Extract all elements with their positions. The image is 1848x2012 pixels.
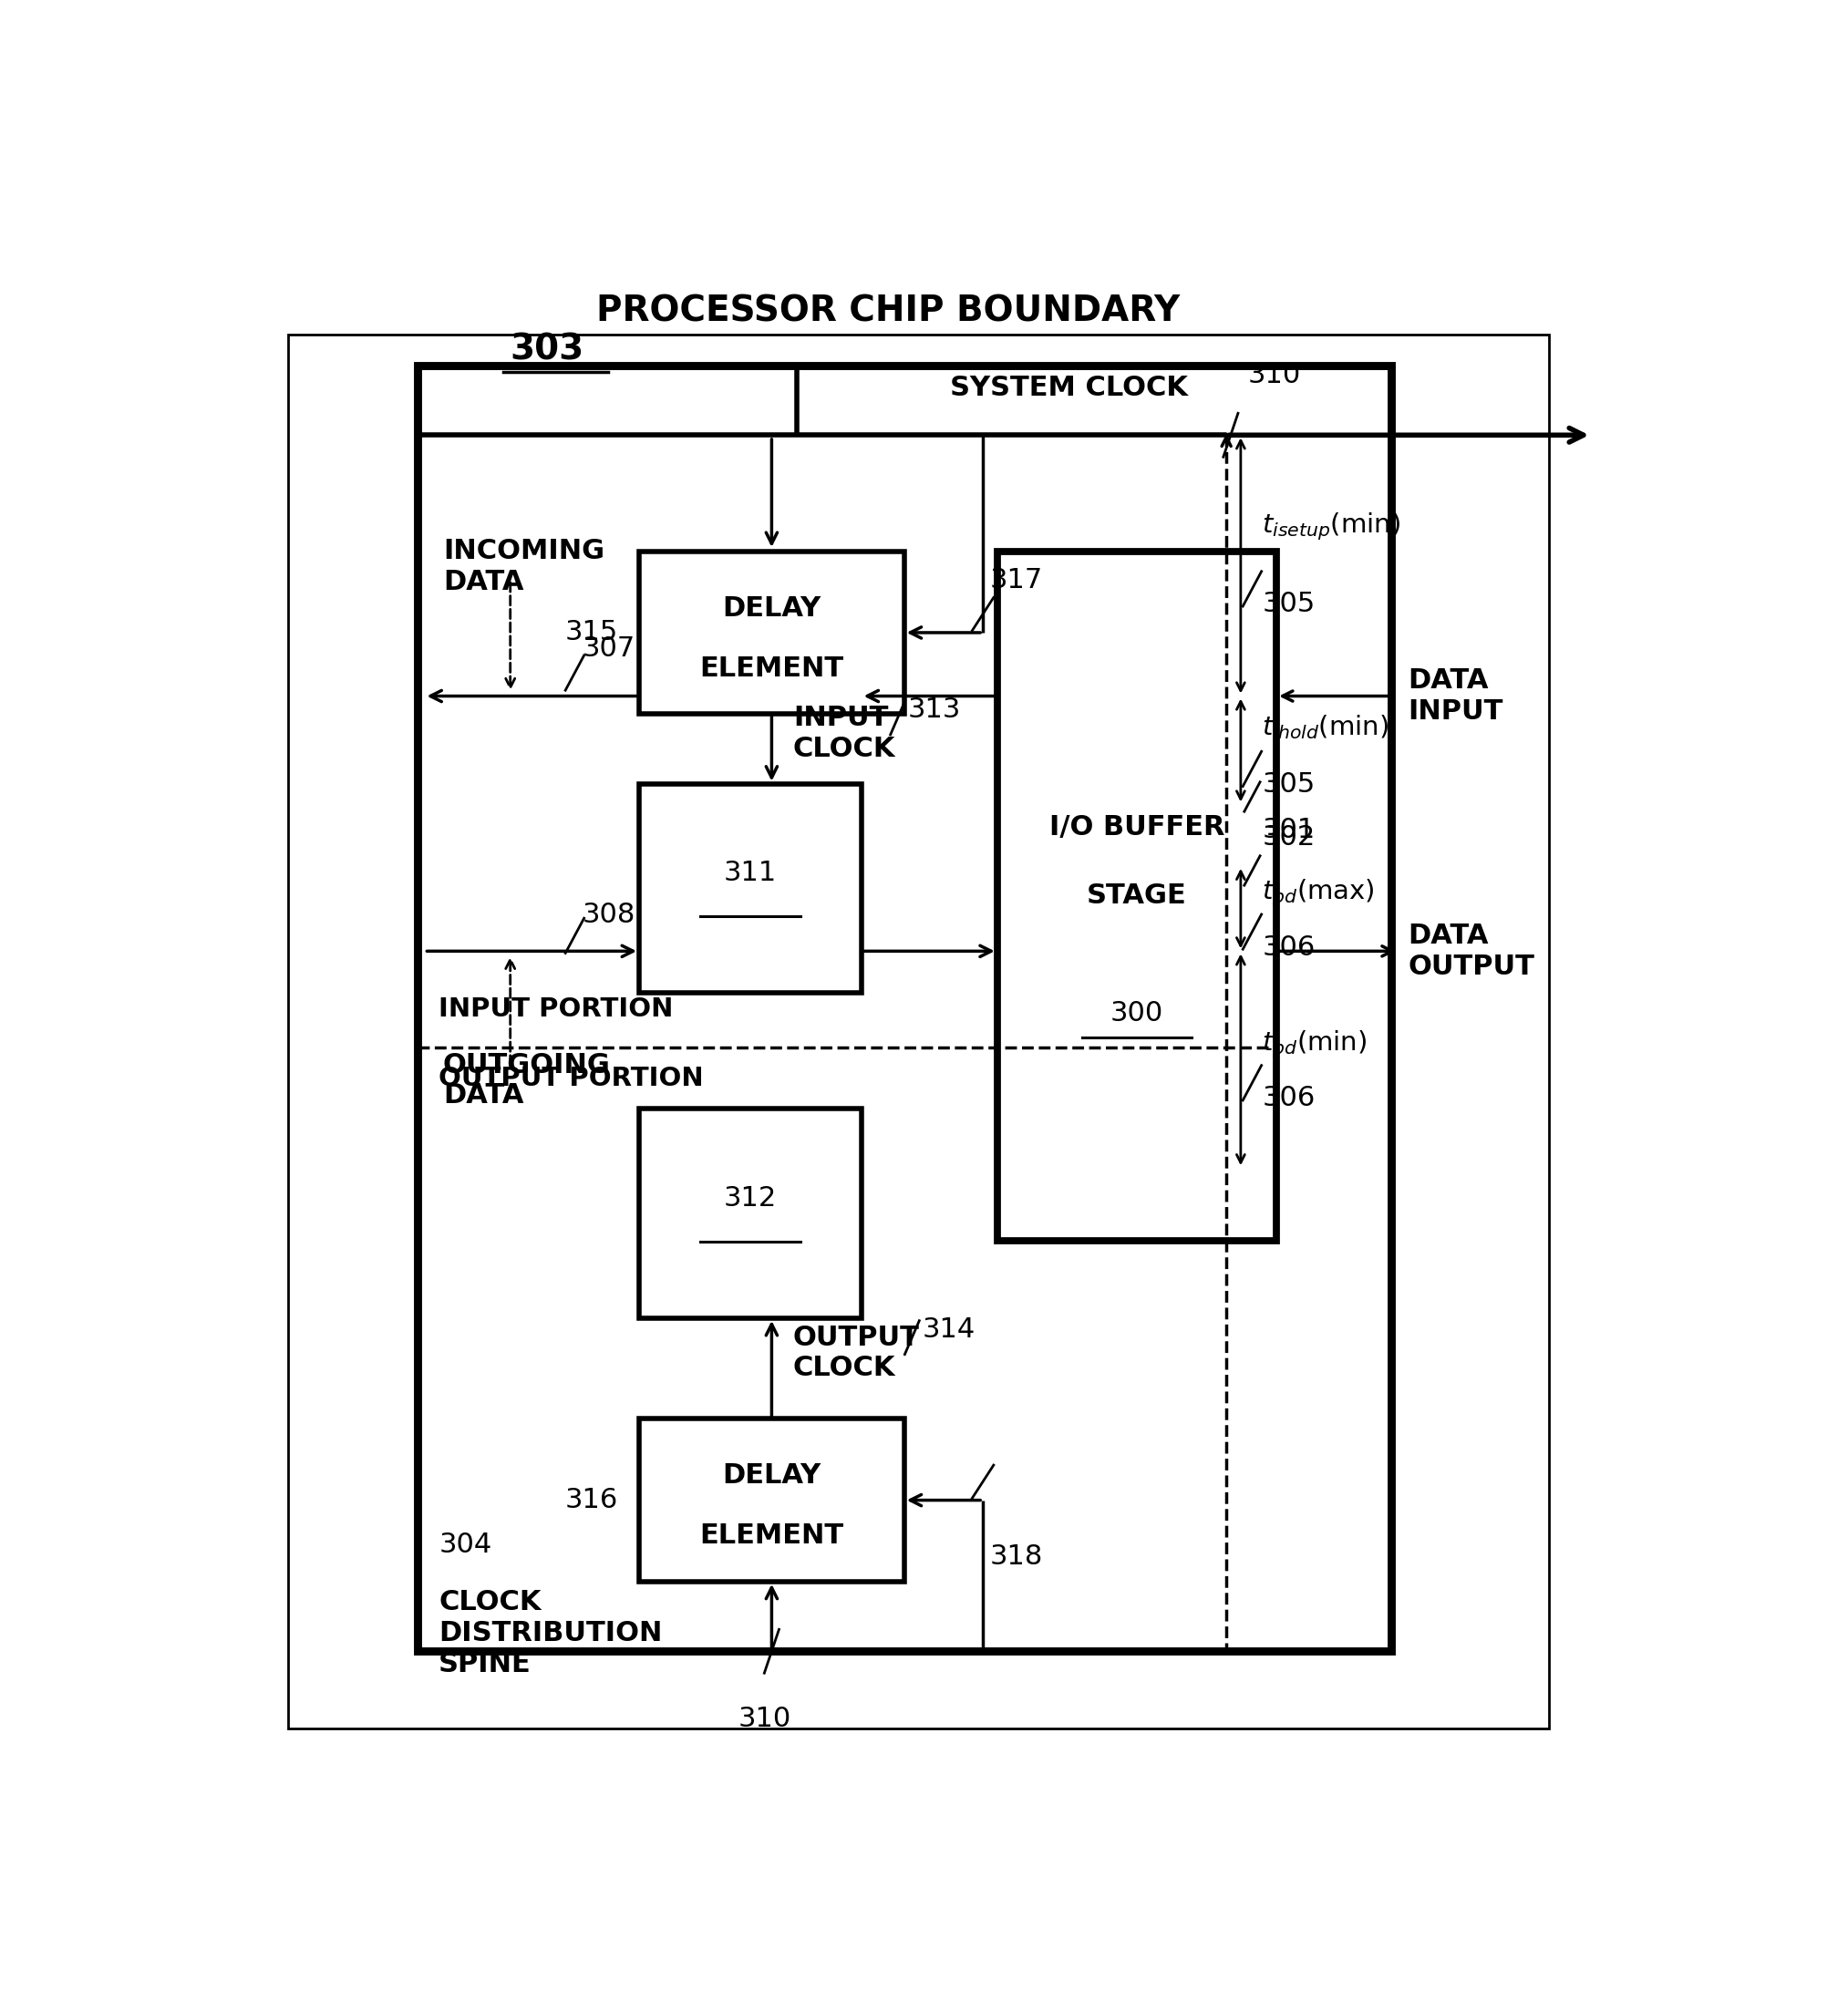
Text: CLOCK
DISTRIBUTION
SPINE: CLOCK DISTRIBUTION SPINE	[438, 1589, 662, 1676]
Bar	[639, 1109, 861, 1318]
Text: ELEMENT: ELEMENT	[700, 1523, 845, 1549]
Text: $t_{pd}$(max): $t_{pd}$(max)	[1262, 877, 1375, 909]
Text: 318: 318	[991, 1543, 1044, 1569]
Text: 310: 310	[737, 1706, 791, 1732]
Text: DELAY: DELAY	[723, 1463, 821, 1489]
Text: OUTGOING
DATA: OUTGOING DATA	[444, 1052, 610, 1109]
Text: ELEMENT: ELEMENT	[700, 656, 845, 682]
Text: 304: 304	[438, 1531, 492, 1557]
Text: 307: 307	[582, 636, 636, 662]
Text: I/O BUFFER: I/O BUFFER	[1050, 813, 1225, 841]
Text: $t_{isetup}$(min): $t_{isetup}$(min)	[1262, 511, 1401, 543]
Text: 315: 315	[565, 620, 617, 646]
Text: 316: 316	[565, 1487, 617, 1513]
Text: 310: 310	[1247, 362, 1301, 388]
Text: DATA
INPUT: DATA INPUT	[1408, 668, 1504, 724]
Bar	[639, 551, 904, 714]
Text: 306: 306	[1262, 1084, 1316, 1111]
Text: DELAY: DELAY	[723, 596, 821, 622]
Text: INCOMING
DATA: INCOMING DATA	[444, 539, 604, 596]
Text: 308: 308	[582, 901, 636, 928]
Text: 314: 314	[922, 1316, 976, 1342]
Bar	[418, 366, 1392, 1652]
Text: 300: 300	[1111, 1000, 1164, 1026]
Text: 313: 313	[907, 696, 961, 722]
Text: $t_{ihold}$(min): $t_{ihold}$(min)	[1262, 712, 1390, 740]
Text: 305: 305	[1262, 771, 1316, 797]
Text: STAGE: STAGE	[1087, 883, 1186, 909]
Text: PROCESSOR CHIP BOUNDARY: PROCESSOR CHIP BOUNDARY	[597, 294, 1179, 328]
Bar	[639, 783, 861, 992]
Text: SYSTEM CLOCK: SYSTEM CLOCK	[950, 374, 1188, 400]
Text: OUTPUT
CLOCK: OUTPUT CLOCK	[793, 1324, 920, 1382]
Text: 311: 311	[724, 859, 776, 885]
Text: 303: 303	[510, 332, 584, 368]
Text: INPUT PORTION: INPUT PORTION	[438, 996, 673, 1022]
Bar	[998, 551, 1277, 1241]
Text: OUTPUT PORTION: OUTPUT PORTION	[438, 1066, 704, 1091]
Text: 306: 306	[1262, 934, 1316, 960]
Text: 302: 302	[1262, 825, 1316, 851]
Bar	[639, 1418, 904, 1581]
Text: 301: 301	[1262, 817, 1316, 843]
Text: 312: 312	[724, 1185, 776, 1211]
Text: 317: 317	[991, 567, 1042, 594]
Text: DATA
OUTPUT: DATA OUTPUT	[1408, 924, 1536, 980]
Text: 305: 305	[1262, 592, 1316, 618]
Text: $t_{pd}$(min): $t_{pd}$(min)	[1262, 1028, 1368, 1060]
Bar	[288, 334, 1549, 1728]
Text: INPUT
CLOCK: INPUT CLOCK	[793, 704, 896, 763]
